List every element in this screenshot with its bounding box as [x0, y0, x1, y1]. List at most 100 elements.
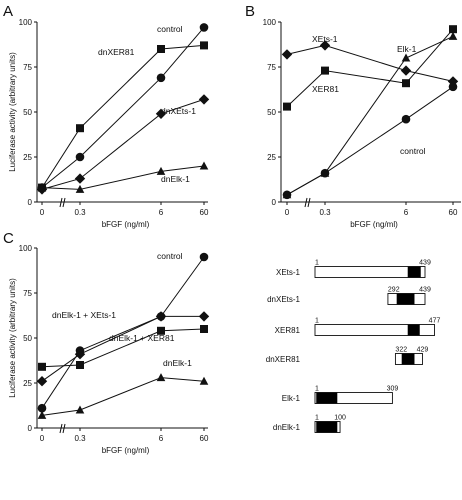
series-label-xer81: XER81: [312, 84, 339, 94]
series-label-dnelk-1: dnElk-1: [163, 358, 192, 368]
data-point-elk-1: [448, 31, 458, 40]
domain-label-dnelk-1: dnElk-1: [273, 423, 301, 432]
domain-label-elk-1: Elk-1: [282, 394, 301, 403]
dna-binding-domain-dnxets-1: [396, 293, 415, 305]
y-tick-label: 0: [28, 424, 33, 433]
series-label-control: control: [157, 24, 183, 34]
data-point-dnxer81: [157, 45, 165, 53]
end-residue-label: 439: [419, 287, 431, 294]
data-point-control: [448, 82, 458, 92]
series-label-control: control: [157, 251, 183, 261]
series-line-elk-1: [286, 35, 454, 196]
x-tick-label: 6: [159, 208, 164, 217]
y-tick-label: 50: [23, 334, 32, 343]
x-tick-label: 0.3: [319, 208, 331, 217]
domain-label-dnxer81: dnXER81: [266, 355, 301, 364]
domain-box-elk-1: [314, 392, 393, 404]
y-tick-label: 0: [272, 198, 277, 207]
series-label-dnxer81: dnXER81: [98, 47, 135, 57]
y-tick-label: 50: [267, 108, 276, 117]
series-label-dnelk-1-xets-1: dnElk-1 + XEts-1: [52, 310, 116, 320]
x-tick-label: 60: [200, 208, 209, 217]
y-tick-label: 75: [267, 63, 276, 72]
end-residue-label: 309: [387, 386, 399, 393]
data-point-dnelk-1-xer81: [200, 325, 208, 333]
series-line-dnelk-1: [41, 165, 205, 190]
x-tick-label: 0: [40, 208, 45, 217]
data-point-control: [199, 252, 209, 262]
x-tick-label: 6: [404, 208, 409, 217]
data-point-dnelk-1: [156, 166, 166, 175]
data-point-control: [401, 114, 411, 124]
end-residue-label: 477: [429, 318, 441, 325]
data-point-dnelk-1: [199, 161, 209, 170]
dna-binding-domain-elk-1: [316, 392, 338, 404]
y-tick-label: 50: [23, 108, 32, 117]
x-axis-title: bFGF (ng/ml): [350, 220, 398, 229]
data-point-dnelk-1-xets-1: [36, 376, 48, 387]
panel-a-chart: 0 25 50 75 100 0 0.3 6 60 bFGF (ng/ml) Luciferase …: [8, 18, 210, 229]
end-residue-label: 439: [419, 260, 431, 267]
domain-label-xer81: XER81: [275, 326, 301, 335]
data-point-dnxets-1: [74, 173, 86, 184]
domain-diagram: XEts-1 1 439 dnXEts-1 292 439 XER81 1 477 dnXER81…: [266, 260, 441, 433]
series-line-control: [286, 86, 454, 196]
data-point-control: [282, 190, 292, 200]
domain-box-xer81: [314, 324, 435, 336]
x-tick-label: 60: [200, 434, 209, 443]
y-axis-title: Luciferase activity (arbitrary units): [8, 278, 17, 398]
domain-label-xets-1: XEts-1: [276, 268, 301, 277]
series-line-control: [41, 256, 205, 409]
y-tick-label: 100: [263, 18, 277, 27]
series-label-dnelk-1-xer81: dnElk-1 + XER81: [109, 333, 175, 343]
series-line-dnxer81: [41, 44, 205, 188]
y-tick-label: 25: [23, 379, 32, 388]
data-point-dnxets-1: [198, 94, 210, 105]
data-point-xer81: [402, 79, 410, 88]
series-label-dnelk-1: dnElk-1: [161, 174, 190, 184]
panel-b-letter: B: [245, 3, 255, 20]
panel-b-chart: 0 25 50 75 100 0 0.3 6 60 bFGF (ng/ml) XEts-1 XER81…: [263, 18, 461, 229]
dna-binding-domain-xer81: [407, 324, 420, 336]
series-label-elk-1: Elk-1: [397, 44, 417, 54]
series-line-dnelk-1-xer81: [41, 328, 205, 368]
x-tick-label: 0: [40, 434, 45, 443]
start-residue-label: 322: [395, 347, 407, 354]
axis-break-mark: [307, 197, 311, 208]
y-tick-label: 25: [267, 153, 276, 162]
y-tick-label: 100: [19, 18, 33, 27]
panel-c-chart: 0 25 50 75 100 0 0.3 6 60 bFGF (ng/ml) Luciferase …: [8, 244, 210, 455]
y-tick-label: 0: [28, 198, 33, 207]
data-point-dnelk-1: [37, 410, 47, 419]
start-residue-label: 292: [388, 287, 400, 294]
domain-label-dnxets-1: dnXEts-1: [267, 295, 300, 304]
start-residue-label: 1: [315, 415, 319, 422]
x-tick-label: 6: [159, 434, 164, 443]
data-point-xets-1: [281, 49, 293, 60]
axis-break-mark: [59, 197, 63, 208]
y-tick-label: 75: [23, 289, 32, 298]
data-point-dnxer81: [200, 41, 208, 50]
data-point-dnelk-1: [75, 405, 85, 414]
start-residue-label: 1: [315, 318, 319, 325]
dna-binding-domain-xets-1: [407, 266, 421, 278]
data-point-dnelk-1-xets-1: [198, 311, 210, 322]
data-point-xer81: [283, 102, 291, 111]
y-tick-label: 100: [19, 244, 33, 253]
y-axis-title: Luciferase activity (arbitrary units): [8, 52, 17, 172]
x-tick-label: 0.3: [74, 434, 86, 443]
data-point-control: [320, 168, 330, 178]
start-residue-label: 1: [315, 260, 319, 267]
data-point-control: [199, 23, 209, 32]
dna-binding-domain-dnxer81: [401, 353, 415, 365]
data-point-xer81: [321, 66, 329, 75]
data-point-dnelk-1-xets-1: [155, 311, 167, 322]
data-point-xer81: [449, 25, 457, 34]
data-point-xets-1: [400, 65, 412, 76]
x-tick-label: 0: [285, 208, 290, 217]
series-label-control: control: [400, 146, 426, 156]
axis-break-mark: [59, 423, 63, 434]
series-line-dnxets-1: [41, 98, 205, 190]
series-label-dnxets-1: dnXEts-1: [161, 106, 196, 116]
